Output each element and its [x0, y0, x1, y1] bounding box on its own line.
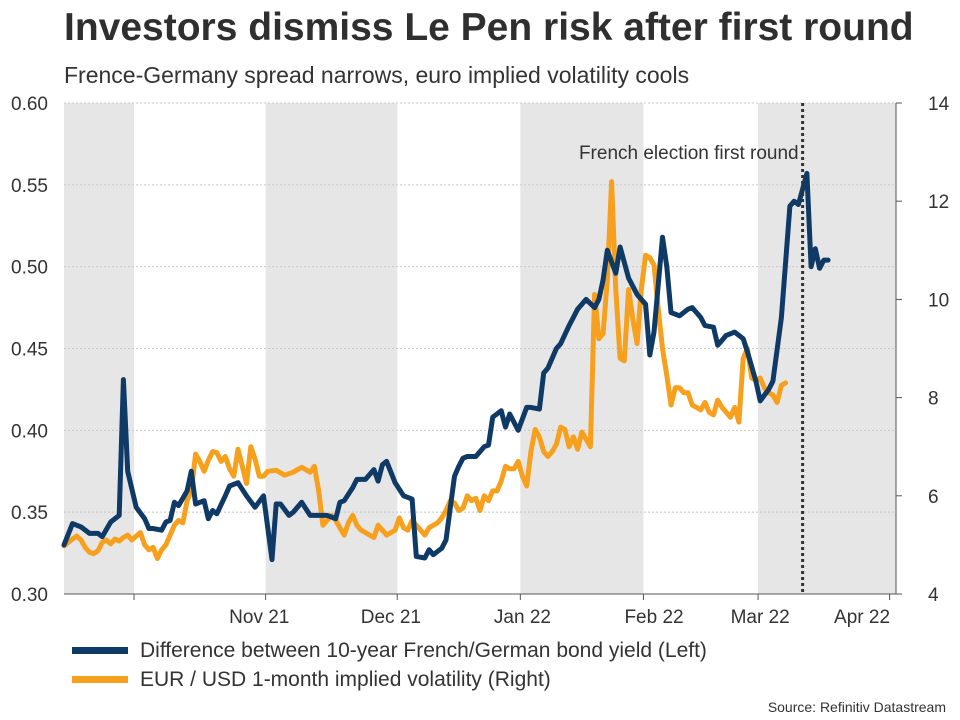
legend: Difference between 10-year French/German…: [72, 636, 707, 694]
source-note: Source: Refinitiv Datastream: [767, 699, 946, 715]
right-axis-tick-label: 12: [928, 192, 949, 213]
left-axis-tick-label: 0.35: [11, 503, 48, 524]
left-axis-labels: 0.30 0.35 0.40 0.45 0.50 0.55 0.60: [11, 94, 48, 606]
right-axis-tick-label: 6: [928, 487, 939, 508]
x-axis-labels: Nov 21 Dec 21 Jan 22 Feb 22 Mar 22 Apr 22: [229, 607, 890, 628]
right-axis-tick-label: 10: [928, 290, 949, 311]
x-axis-tick-label: Mar 22: [731, 607, 790, 628]
x-axis-tick-label: Feb 22: [624, 607, 683, 628]
x-axis-ticks: [133, 594, 891, 600]
chart-subtitle: Frence-Germany spread narrows, euro impl…: [64, 62, 690, 88]
x-axis-tick-label: Nov 21: [229, 607, 289, 628]
legend-swatch-volatility: [72, 676, 128, 683]
event-annotation: French election first round: [579, 143, 799, 164]
x-axis-tick-label: Apr 22: [834, 607, 890, 628]
left-axis-tick-label: 0.55: [11, 176, 48, 197]
left-axis-tick-label: 0.30: [11, 585, 48, 606]
left-axis-tick-label: 0.45: [11, 340, 48, 361]
legend-label-volatility: EUR / USD 1-month implied volatility (Ri…: [140, 667, 551, 691]
x-axis-tick-label: Dec 21: [361, 607, 421, 628]
chart-title: Investors dismiss Le Pen risk after firs…: [64, 6, 914, 49]
right-axis-labels: 4 6 8 10 12 14: [896, 94, 950, 606]
series-line-eur-usd-volatility: [61, 179, 789, 562]
shaded-band: [64, 103, 135, 594]
right-axis-tick-label: 4: [928, 585, 939, 606]
left-axis-tick-label: 0.60: [11, 94, 48, 115]
right-axis-tick-label: 14: [928, 94, 950, 115]
right-axis-tick-label: 8: [928, 389, 939, 410]
legend-label-spread: Difference between 10-year French/German…: [140, 638, 707, 662]
left-axis-tick-label: 0.40: [11, 421, 48, 442]
legend-item-spread: Difference between 10-year French/German…: [72, 636, 707, 665]
x-axis-tick-label: Jan 22: [494, 607, 551, 628]
legend-item-volatility: EUR / USD 1-month implied volatility (Ri…: [72, 665, 707, 694]
legend-swatch-spread: [72, 647, 128, 654]
series-line-french-german-spread: [61, 170, 831, 563]
left-axis-tick-label: 0.50: [11, 258, 48, 279]
